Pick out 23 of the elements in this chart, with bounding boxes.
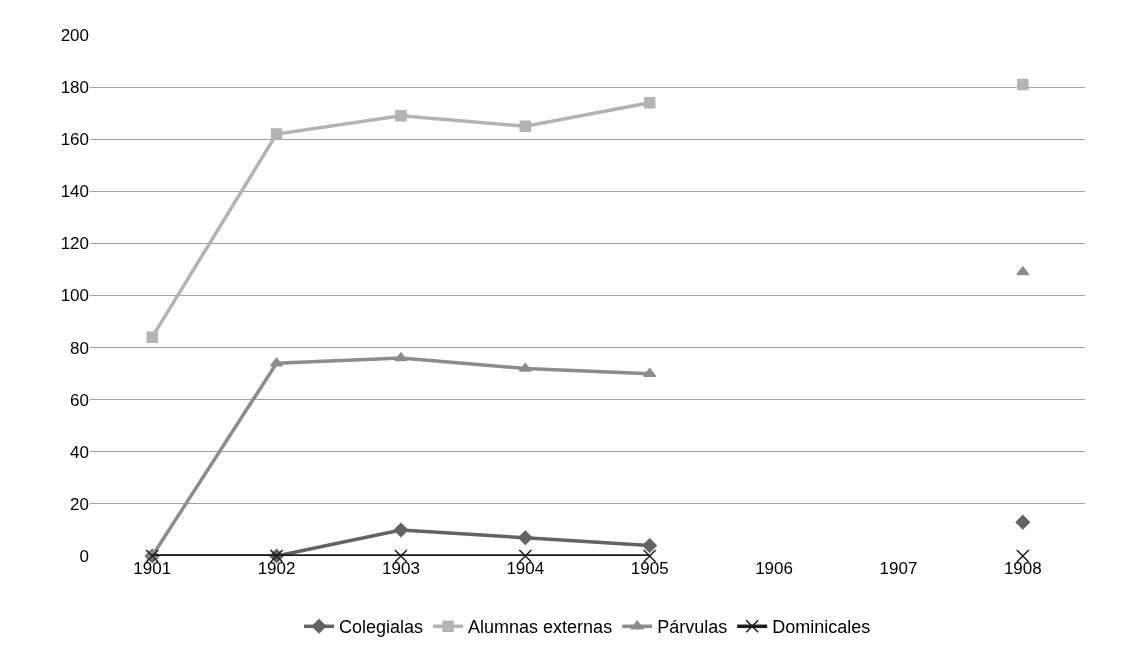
y-tick-label: 20	[70, 494, 89, 514]
x-tick-label: 1904	[506, 559, 545, 578]
legend-label: Colegialas	[339, 617, 424, 638]
y-tick-label: 120	[60, 234, 89, 254]
x-tick-label: 1902	[257, 559, 296, 578]
legend-label: Alumnas externas	[468, 617, 613, 638]
y-tick-label: 60	[70, 390, 89, 410]
x-tick-label: 1908	[1003, 559, 1042, 578]
y-tick-label: 200	[60, 25, 89, 45]
legend-label: Dominicales	[772, 617, 871, 638]
legend-label: Párvulas	[657, 617, 728, 638]
x-tick-label: 1907	[879, 559, 918, 578]
y-tick-label: 160	[60, 130, 89, 150]
x-tick-label: 1906	[755, 559, 793, 578]
x-tick-label: 1901	[133, 559, 172, 578]
y-tick-label: 40	[70, 442, 89, 462]
y-tick-label: 80	[70, 338, 89, 358]
x-tick-label: 1905	[630, 559, 669, 578]
y-tick-label: 0	[79, 546, 89, 566]
y-tick-label: 140	[60, 182, 89, 202]
y-tick-label: 100	[60, 286, 89, 306]
x-tick-label: 1903	[382, 559, 420, 578]
y-tick-label: 180	[60, 78, 89, 98]
